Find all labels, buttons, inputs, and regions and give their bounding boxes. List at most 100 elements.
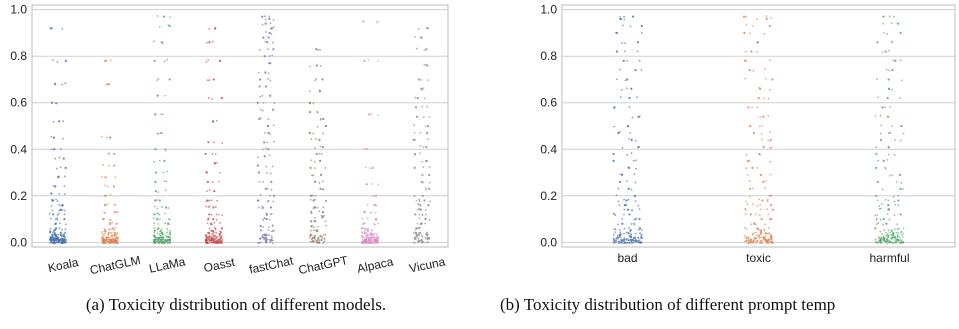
data-point [630, 188, 633, 191]
data-point [879, 218, 882, 221]
data-point [213, 240, 215, 242]
data-point [764, 187, 766, 189]
data-point [888, 15, 891, 18]
data-point [259, 117, 262, 119]
data-point [640, 237, 642, 239]
data-point [160, 131, 163, 135]
data-point [416, 208, 419, 211]
data-point [107, 152, 110, 155]
data-point [214, 27, 216, 30]
data-point [744, 208, 747, 211]
data-point [53, 83, 57, 86]
data-point [208, 205, 211, 208]
data-point [640, 32, 643, 34]
data-point [766, 232, 768, 235]
data-point [629, 228, 632, 231]
data-point [752, 131, 756, 135]
data-point [625, 239, 628, 241]
data-point [220, 234, 223, 237]
data-point [269, 206, 273, 209]
data-point [111, 227, 114, 230]
data-point [878, 205, 880, 208]
data-point [745, 200, 748, 203]
data-point [214, 227, 217, 230]
data-point [753, 239, 755, 242]
data-point [619, 229, 621, 231]
data-point [112, 234, 115, 237]
data-point [259, 237, 262, 240]
data-point [625, 180, 628, 182]
data-point [58, 227, 61, 230]
data-point [271, 237, 273, 239]
x-tick-label-harmful: harmful [869, 251, 909, 265]
data-point [884, 167, 887, 170]
data-point [102, 237, 105, 240]
data-point [308, 102, 311, 105]
data-point [308, 65, 311, 68]
data-point [766, 241, 769, 244]
data-point [104, 184, 107, 187]
data-point [57, 238, 60, 241]
data-point [157, 77, 160, 80]
data-point [751, 241, 754, 244]
data-point [162, 15, 166, 18]
data-point [265, 212, 268, 215]
data-point [210, 213, 213, 216]
data-point [762, 239, 765, 241]
data-point [104, 230, 107, 233]
data-point [745, 239, 748, 242]
data-point [324, 233, 327, 236]
data-point [208, 199, 211, 202]
data-point [749, 187, 752, 190]
data-point [54, 223, 57, 226]
data-point [63, 239, 66, 242]
x-tick-label-chatgpt: ChatGPT [297, 253, 349, 277]
data-point [101, 239, 104, 241]
data-point [311, 194, 314, 197]
data-point [637, 228, 640, 231]
data-point [638, 217, 641, 221]
data-point [64, 166, 67, 169]
data-point [210, 199, 213, 202]
data-point [152, 40, 155, 43]
data-point [633, 173, 636, 176]
x-tick-label-toxic: toxic [746, 251, 771, 265]
data-point [313, 237, 316, 240]
data-point [161, 205, 163, 208]
data-point [60, 237, 63, 240]
data-point [165, 206, 168, 209]
data-point [878, 207, 881, 210]
y-tick-label: 0.4 [10, 142, 27, 156]
data-point [755, 231, 757, 234]
data-point [113, 238, 116, 242]
data-point [887, 49, 890, 52]
data-point [620, 88, 623, 91]
data-point [757, 41, 760, 44]
data-point [630, 138, 633, 142]
data-point [634, 181, 637, 184]
data-point [771, 242, 774, 245]
data-point [318, 152, 321, 155]
data-point [765, 17, 768, 21]
data-point [313, 229, 316, 232]
data-point [628, 137, 631, 140]
data-point [749, 124, 752, 128]
data-point [413, 195, 416, 198]
data-point [219, 230, 221, 233]
data-point [208, 79, 211, 82]
data-point [104, 176, 107, 179]
data-point [268, 17, 271, 21]
data-point [309, 229, 312, 232]
data-point [268, 154, 271, 157]
data-point [760, 217, 763, 221]
data-point [632, 236, 635, 239]
data-point [156, 217, 159, 221]
data-point [205, 41, 208, 44]
data-point [377, 114, 379, 117]
data-point [743, 15, 746, 18]
data-point [266, 171, 268, 174]
data-point [900, 124, 903, 128]
data-point [213, 190, 216, 193]
data-point [164, 94, 167, 97]
data-point [877, 159, 880, 162]
